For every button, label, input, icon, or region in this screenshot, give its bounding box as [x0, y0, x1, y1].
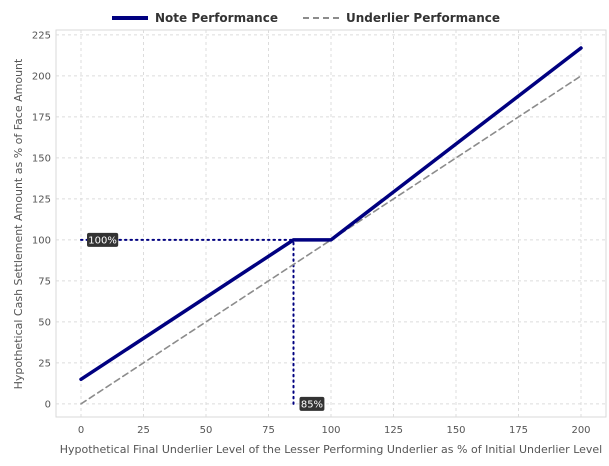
annotation-box — [299, 396, 325, 411]
y-axis-title: Hypothetical Cash Settlement Amount as %… — [12, 58, 25, 389]
y-tick-label: 0 — [45, 399, 51, 410]
y-tick-label: 125 — [32, 194, 51, 205]
x-tick-label: 75 — [262, 425, 275, 436]
annotation-label: 85% — [301, 399, 323, 410]
x-tick-label: 150 — [446, 425, 465, 436]
y-tick-label: 75 — [38, 276, 51, 287]
x-tick-label: 0 — [78, 425, 84, 436]
series-group — [79, 46, 583, 405]
annotation-box — [87, 232, 119, 247]
annotation-label: 100% — [88, 235, 117, 246]
y-tick-label: 50 — [38, 317, 51, 328]
y-tick-label: 175 — [32, 112, 51, 123]
x-tick-label: 175 — [509, 425, 528, 436]
series-line-underlier-performance — [80, 75, 582, 405]
x-tick-label: 50 — [200, 425, 213, 436]
legend-label-underlier-performance: Underlier Performance — [346, 11, 500, 25]
y-tick-label: 100 — [32, 235, 51, 246]
y-tick-label: 150 — [32, 153, 51, 164]
series-line-note-performance — [79, 46, 583, 382]
annotations: 100% 85% — [87, 232, 325, 411]
y-axis: 0 25 50 75 100 125 150 175 200 225 — [32, 30, 51, 410]
x-tick-label: 200 — [571, 425, 590, 436]
x-tick-label: 125 — [384, 425, 403, 436]
legend: Note Performance Underlier Performance — [112, 11, 500, 25]
y-tick-label: 225 — [32, 30, 51, 41]
legend-label-note-performance: Note Performance — [155, 11, 278, 25]
x-tick-label: 100 — [321, 425, 340, 436]
x-tick-label: 25 — [137, 425, 150, 436]
x-axis: 0 25 50 75 100 125 150 175 200 — [78, 425, 591, 436]
y-tick-label: 200 — [32, 71, 51, 82]
grid — [56, 30, 606, 417]
y-tick-label: 25 — [38, 358, 51, 369]
x-axis-title: Hypothetical Final Underlier Level of th… — [60, 443, 603, 456]
